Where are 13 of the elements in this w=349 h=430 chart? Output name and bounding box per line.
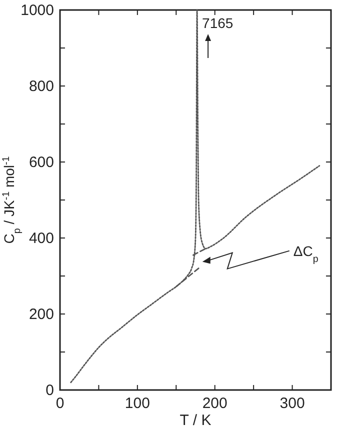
x-tick-label: 100 [124,395,150,412]
y-tick-label: 400 [28,230,54,247]
y-tick-label: 200 [28,306,54,323]
annotation: 7165 [202,15,234,31]
x-tick-label: 300 [280,395,305,412]
y-tick-label: 1000 [20,2,54,19]
annotation: ΔC$_{p}$ [293,242,319,264]
x-tick-label: 0 [56,395,64,412]
y-tick-label: 800 [28,78,54,95]
x-axis-title: T / K [180,412,212,429]
y-tick-label: 0 [46,382,54,399]
y-tick-label: 600 [28,154,54,171]
x-tick-label: 200 [202,395,228,412]
